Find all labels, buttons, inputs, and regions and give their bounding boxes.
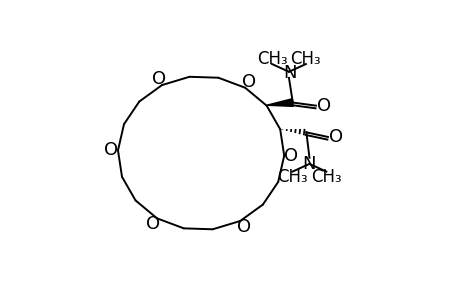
- Text: N: N: [282, 64, 296, 82]
- Text: O: O: [284, 147, 297, 165]
- Text: O: O: [146, 215, 160, 233]
- Text: O: O: [328, 128, 342, 146]
- Text: CH₃: CH₃: [290, 50, 320, 68]
- Text: CH₃: CH₃: [256, 50, 287, 68]
- Text: CH₃: CH₃: [310, 168, 341, 186]
- Text: O: O: [316, 97, 330, 115]
- Text: O: O: [241, 73, 256, 91]
- Polygon shape: [266, 99, 293, 106]
- Text: N: N: [302, 155, 315, 173]
- Text: O: O: [236, 218, 250, 236]
- Text: CH₃: CH₃: [277, 168, 307, 186]
- Text: O: O: [104, 141, 118, 159]
- Text: O: O: [151, 70, 165, 88]
